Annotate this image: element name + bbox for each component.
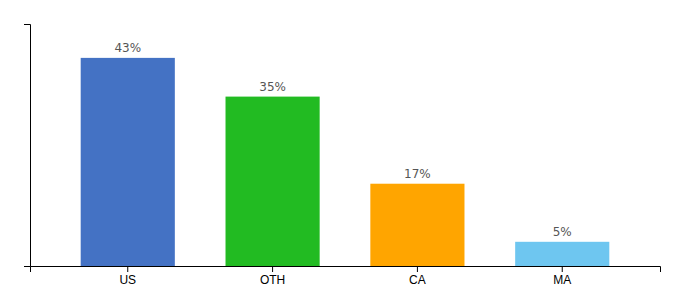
x-tick-mark [417,266,418,272]
bars [81,58,610,266]
x-tick-mark [562,266,563,272]
x-tick-mark [272,266,273,272]
y-axis-line [24,25,31,267]
bar [226,97,320,266]
bar [81,58,175,266]
x-tick-label: CA [409,273,426,287]
x-axis: US OTH CA MA [31,266,661,287]
bar [370,184,464,266]
data-labels: 43% 35% 17% 5% [114,41,571,239]
x-tick-mark [127,266,128,272]
x-tick-label: US [119,273,136,287]
plot: US OTH CA MA 43% 35% 17% 5% [24,25,661,287]
data-label: 35% [259,80,286,94]
x-tick: OTH [260,266,285,287]
data-label: 43% [114,41,141,55]
y-axis [24,25,31,267]
bar [515,242,609,266]
x-tick-label: MA [553,273,571,287]
data-label: 17% [404,167,431,181]
data-label: 5% [553,225,572,239]
x-tick: US [119,266,136,287]
x-tick-label: OTH [260,273,285,287]
x-tick: CA [409,266,426,287]
x-axis-line [31,267,661,273]
chart-svg: US OTH CA MA 43% 35% 17% 5% [0,0,680,300]
chart-container: US OTH CA MA 43% 35% 17% 5% [0,0,680,300]
x-tick: MA [553,266,571,287]
